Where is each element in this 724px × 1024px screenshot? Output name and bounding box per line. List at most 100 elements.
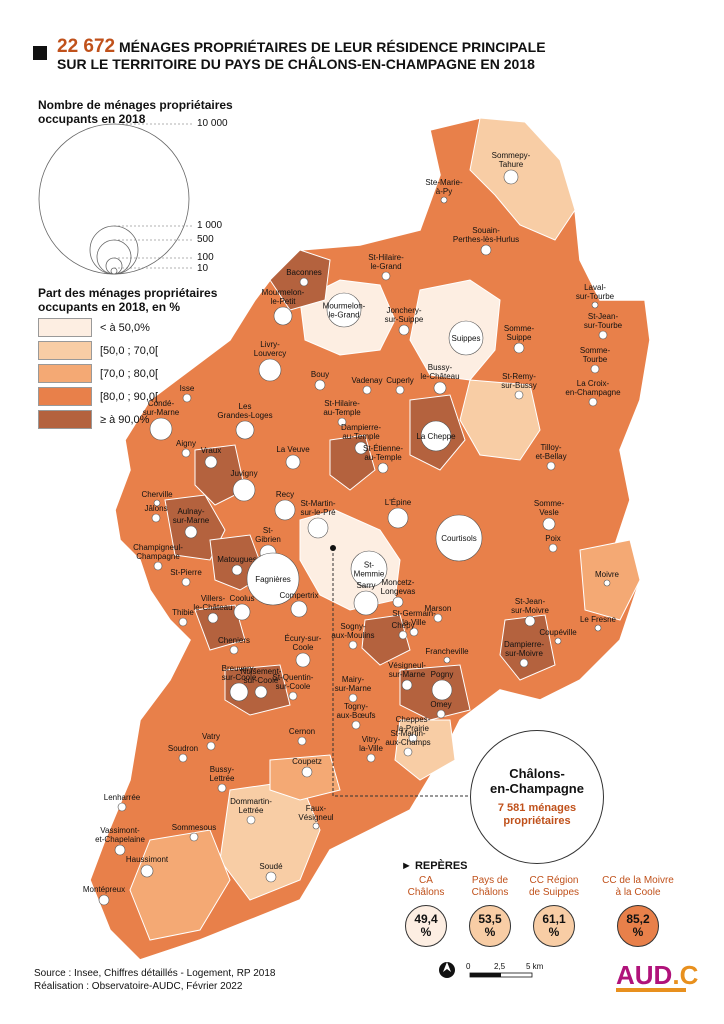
commune-label: Juvigny (230, 469, 257, 478)
commune-label: St-Remy-sur-Bussy (501, 372, 537, 390)
commune-marker (591, 301, 599, 309)
commune-marker (189, 832, 199, 842)
commune-label: Cheppes-la-Prairie (396, 715, 431, 733)
commune-label: Matougues (217, 555, 257, 564)
commune-label: Vraux (201, 446, 222, 455)
commune-label: Bussy-le-Château (420, 363, 459, 381)
commune-marker (246, 815, 256, 825)
legend-label: [50,0 ; 70,0[ (100, 344, 159, 357)
callout-name-text: Châlons- en-Champagne (490, 766, 584, 796)
commune-marker (312, 822, 320, 830)
commune-label: Vitry-la-Ville (359, 735, 383, 753)
zone-baconnes (269, 249, 331, 311)
commune-label: Cuperly (386, 376, 414, 385)
size-legend-circle-1000 (89, 225, 139, 275)
commune-marker (354, 441, 368, 455)
commune-label: Dommartin-Lettrée (230, 797, 272, 815)
commune-label: Sarry (356, 581, 375, 590)
commune-label: Condé-sur-Marne (143, 399, 180, 417)
commune-marker (140, 864, 154, 878)
zone-sommepy (469, 117, 576, 241)
commune-label: Soudé (259, 862, 283, 871)
commune-marker (381, 271, 391, 281)
share-legend-row: ≥ à 90,0% (38, 410, 149, 429)
commune-label: Cherville (141, 490, 173, 499)
size-label-10000: 10 000 (197, 118, 228, 129)
callout-name: Châlons- en-Champagne (490, 766, 584, 796)
commune-marker (348, 640, 358, 650)
commune-label: Sommesous (172, 823, 216, 832)
commune-marker (117, 802, 127, 812)
callout-count-text: 7 581 ménages propriétaires (497, 802, 577, 827)
commune-label: La Croix-en-Champagne (565, 379, 621, 397)
commune-label: Jonchery-sur-Suippe (385, 306, 424, 324)
share-legend-row: [80,0 ; 90,0[ (38, 387, 158, 406)
commune-label: Mourmelon-le-Grand (323, 302, 366, 320)
repere-value: 85,2 % (617, 905, 659, 947)
commune-label: Dampierre-sur-Moivre (504, 640, 544, 658)
places-layer: Sommepy-Tahure Ste-Marie-à-Py Souain-Perth… (83, 151, 623, 906)
commune-marker (398, 630, 408, 640)
commune-label: Suippes (452, 334, 481, 343)
size-label-1000: 1 000 (197, 220, 223, 231)
share-legend-row: [50,0 ; 70,0[ (38, 341, 158, 360)
commune-label: Moivre (595, 570, 620, 579)
zone-villers (194, 604, 246, 651)
commune-marker (603, 579, 611, 587)
repere-item: Pays de Châlons 53,5 % (460, 875, 520, 947)
commune-marker (590, 364, 600, 374)
commune-marker (392, 596, 404, 608)
commune-label: St-Pierre (170, 568, 202, 577)
legend-label: [70,0 ; 80,0[ (100, 367, 159, 380)
legend-label: < à 50,0% (100, 321, 150, 334)
size-legend-title: Nombre de ménages propriétaires occupant… (38, 98, 233, 126)
commune-label: Vadenay (352, 376, 383, 385)
commune-label: Aulnay-sur-Marne (173, 507, 210, 525)
commune-marker (307, 517, 329, 539)
commune-label: Aigny (176, 439, 196, 448)
commune-label: Cernon (289, 727, 315, 736)
repere-label: CC de la Moivre à la Coole (602, 875, 674, 898)
commune-label: St-Quentin-sur-Coole (273, 673, 314, 691)
commune-marker (448, 320, 484, 356)
reperes-heading: ► REPÈRES (401, 860, 468, 872)
commune-label: Mairy-sur-Marne (335, 675, 372, 693)
share-legend-row: < à 50,0% (38, 318, 150, 337)
commune-marker (420, 420, 452, 452)
commune-label: Vatry (202, 732, 220, 741)
commune-marker (350, 550, 388, 588)
commune-label: Coupéville (539, 628, 577, 637)
commune-marker (408, 733, 418, 743)
repere-value: 49,4 % (405, 905, 447, 947)
title-line2: SUR LE TERRITOIRE DU PAYS DE CHÂLONS-EN-… (57, 56, 535, 72)
commune-marker (235, 420, 255, 440)
commune-marker (431, 679, 453, 701)
commune-marker (395, 385, 405, 395)
commune-marker (114, 844, 126, 856)
commune-marker (353, 590, 379, 616)
commune-marker (217, 783, 227, 793)
commune-marker (149, 417, 173, 441)
commune-label: Isse (180, 384, 195, 393)
commune-label: Marson (425, 604, 452, 613)
commune-label: Poix (545, 534, 561, 543)
commune-label: Dampierre-au-Temple (341, 423, 381, 441)
size-label-10: 10 (197, 263, 209, 274)
commune-marker (232, 478, 256, 502)
commune-marker (594, 624, 602, 632)
commune-label: Vassimont-et-Chapelaine (95, 826, 145, 844)
commune-marker (285, 454, 301, 470)
commune-marker (229, 682, 249, 702)
legend-swatch (38, 364, 92, 383)
commune-marker (290, 600, 308, 618)
commune-marker (314, 379, 326, 391)
logo-main: AUD (616, 960, 673, 990)
commune-label: St-Gibrien (255, 526, 281, 544)
commune-label: Les Grandes-Loges (217, 402, 272, 420)
commune-label: Champigneul-Champagne (133, 543, 183, 561)
size-legend-circle-500 (96, 239, 132, 275)
credit-text: Réalisation : Observatoire-AUDC, Février… (34, 981, 243, 992)
commune-marker (433, 613, 443, 623)
commune-marker (548, 543, 558, 553)
